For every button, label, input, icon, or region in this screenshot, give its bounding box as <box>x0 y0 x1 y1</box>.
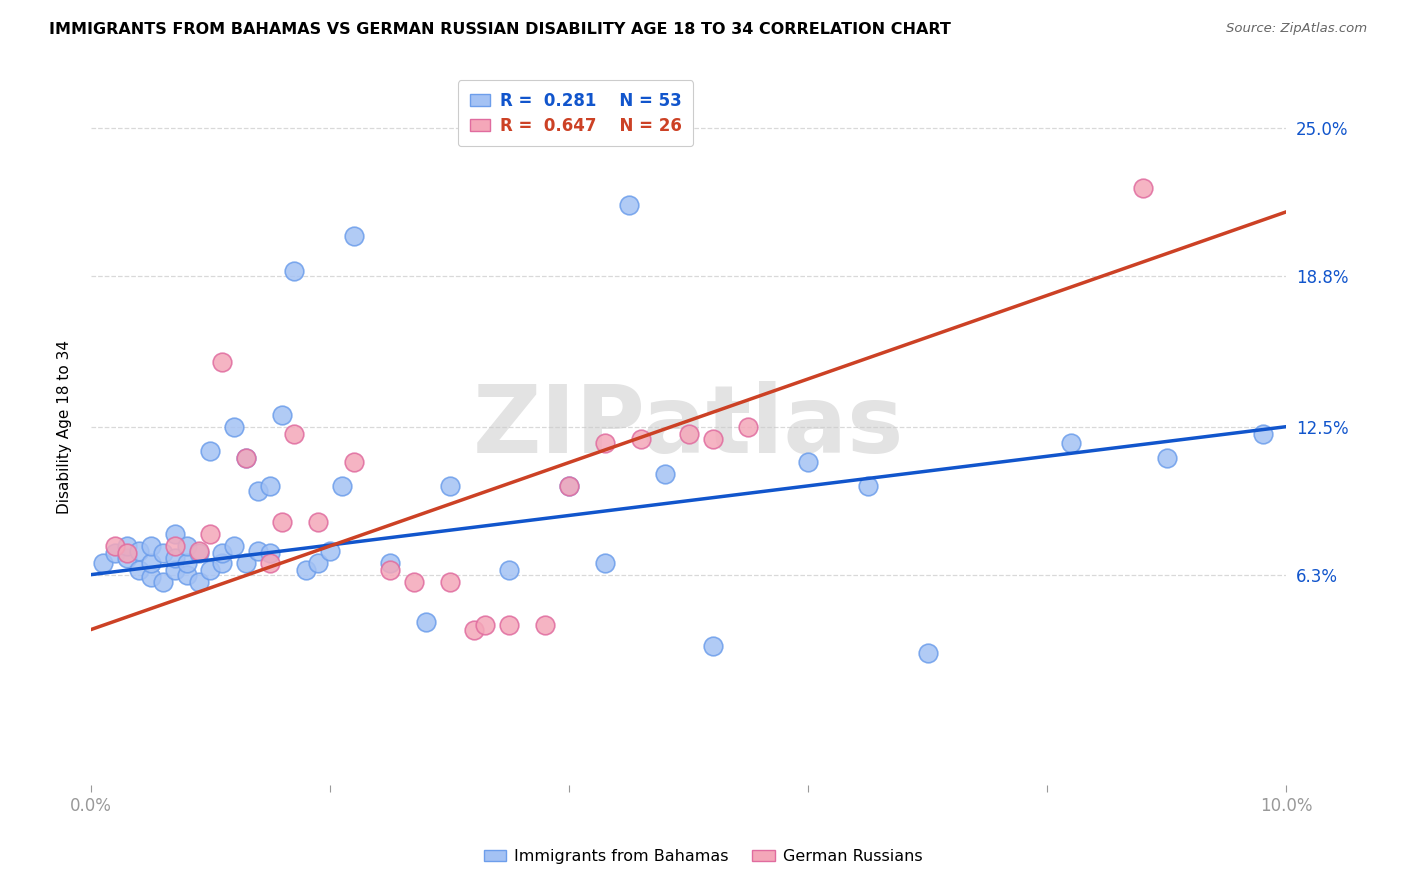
Point <box>1132 181 1154 195</box>
Point <box>378 556 401 570</box>
Point <box>702 432 724 446</box>
Legend: R =  0.281    N = 53, R =  0.647    N = 26: R = 0.281 N = 53, R = 0.647 N = 26 <box>458 80 693 146</box>
Point <box>104 539 127 553</box>
Point <box>224 539 246 553</box>
Point <box>439 479 461 493</box>
Point <box>378 563 401 577</box>
Text: Source: ZipAtlas.com: Source: ZipAtlas.com <box>1226 22 1367 36</box>
Point <box>402 574 425 589</box>
Point <box>176 556 198 570</box>
Point <box>558 479 581 493</box>
Text: ZIPatlas: ZIPatlas <box>472 381 904 473</box>
Point <box>211 546 233 560</box>
Point <box>330 479 353 493</box>
Point <box>128 543 150 558</box>
Point <box>283 264 305 278</box>
Point <box>307 515 329 529</box>
Point <box>474 617 496 632</box>
Point <box>115 546 138 560</box>
Point <box>235 556 257 570</box>
Point <box>319 543 342 558</box>
Point <box>176 567 198 582</box>
Point <box>200 563 222 577</box>
Point <box>235 450 257 465</box>
Point <box>176 539 198 553</box>
Point <box>163 551 186 566</box>
Point <box>152 574 174 589</box>
Point <box>271 408 294 422</box>
Point <box>259 479 281 493</box>
Point <box>152 546 174 560</box>
Point <box>654 467 676 482</box>
Point <box>1156 450 1178 465</box>
Point <box>139 570 162 584</box>
Point <box>200 443 222 458</box>
Point <box>534 617 557 632</box>
Point <box>295 563 318 577</box>
Point <box>678 426 700 441</box>
Text: IMMIGRANTS FROM BAHAMAS VS GERMAN RUSSIAN DISABILITY AGE 18 TO 34 CORRELATION CH: IMMIGRANTS FROM BAHAMAS VS GERMAN RUSSIA… <box>49 22 950 37</box>
Point <box>115 539 138 553</box>
Point <box>283 426 305 441</box>
Point <box>259 556 281 570</box>
Point <box>630 432 652 446</box>
Point <box>163 539 186 553</box>
Point <box>235 450 257 465</box>
Point <box>917 647 939 661</box>
Point <box>128 563 150 577</box>
Legend: Immigrants from Bahamas, German Russians: Immigrants from Bahamas, German Russians <box>477 843 929 871</box>
Point <box>856 479 879 493</box>
Point <box>187 574 209 589</box>
Y-axis label: Disability Age 18 to 34: Disability Age 18 to 34 <box>58 340 72 514</box>
Point <box>224 419 246 434</box>
Point <box>187 546 209 560</box>
Point <box>307 556 329 570</box>
Point <box>139 539 162 553</box>
Point <box>702 640 724 654</box>
Point <box>1060 436 1083 450</box>
Point <box>247 484 270 499</box>
Point <box>498 563 520 577</box>
Point <box>1251 426 1274 441</box>
Point <box>271 515 294 529</box>
Point <box>163 527 186 541</box>
Point <box>187 543 209 558</box>
Point <box>200 527 222 541</box>
Point <box>343 228 366 243</box>
Point <box>737 419 759 434</box>
Point <box>797 455 820 469</box>
Point <box>593 436 616 450</box>
Point <box>617 197 640 211</box>
Point <box>104 546 127 560</box>
Point <box>211 556 233 570</box>
Point <box>439 574 461 589</box>
Point <box>259 546 281 560</box>
Point <box>463 623 485 637</box>
Point <box>211 355 233 369</box>
Point <box>415 615 437 630</box>
Point <box>247 543 270 558</box>
Point <box>343 455 366 469</box>
Point <box>91 556 114 570</box>
Point <box>139 556 162 570</box>
Point <box>498 617 520 632</box>
Point <box>593 556 616 570</box>
Point <box>558 479 581 493</box>
Point <box>163 563 186 577</box>
Point <box>115 551 138 566</box>
